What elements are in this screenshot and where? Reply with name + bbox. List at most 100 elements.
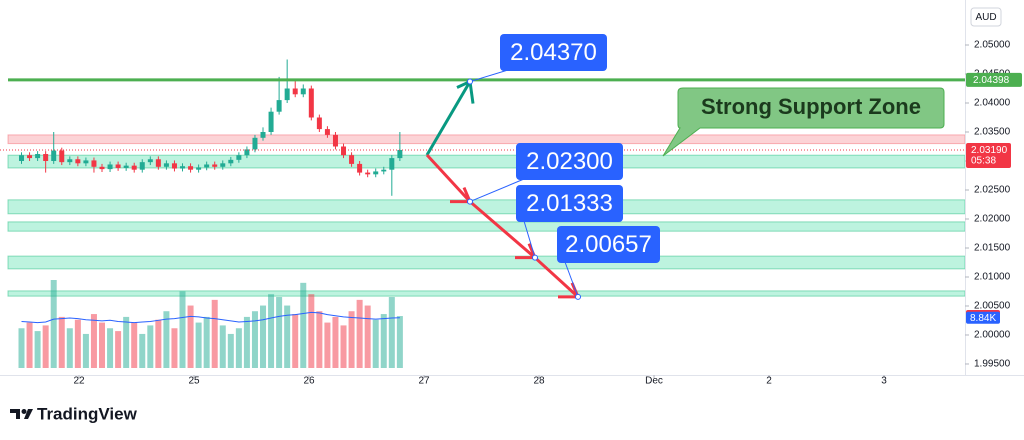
candle-body: [204, 164, 210, 168]
volume-bar: [372, 319, 379, 368]
volume-bar: [163, 311, 170, 368]
volume-bar: [187, 305, 194, 368]
candle-body: [27, 155, 33, 159]
candle-body: [83, 160, 89, 164]
volume-bar: [131, 322, 138, 368]
candle-body: [43, 154, 49, 161]
volume-bar: [115, 331, 122, 368]
support-zone: [7, 199, 966, 215]
candle-body: [196, 167, 202, 170]
volume-bar: [195, 322, 202, 368]
volume-bar: [42, 325, 49, 368]
countdown: 05:38: [971, 156, 996, 167]
x-tick-label: 3: [881, 376, 887, 387]
resistance-price-tag: [966, 72, 1022, 87]
volume-bar: [340, 325, 347, 368]
volume-bar: [251, 311, 258, 368]
candle-body: [373, 171, 379, 175]
candle-body: [67, 159, 73, 163]
x-tick-label: 26: [303, 376, 315, 387]
volume-bar: [90, 314, 97, 368]
candle-body: [171, 163, 177, 169]
volume-bar: [276, 297, 283, 368]
candle-body: [115, 164, 121, 168]
candle-body: [284, 88, 290, 101]
candle-body: [316, 117, 322, 130]
y-tick-label: 2.05000: [974, 40, 1011, 51]
candle-body: [260, 131, 266, 138]
volume-bar: [284, 305, 291, 368]
x-tick-label: 27: [418, 376, 430, 387]
volume-bar: [308, 294, 315, 368]
target-label: 2.01333: [526, 190, 613, 217]
target-tag: [500, 34, 607, 71]
candle-body: [163, 163, 169, 167]
x-tick-label: 22: [73, 376, 85, 387]
volume-bar: [123, 316, 130, 368]
volume-ma-label: 8.84K: [970, 313, 996, 324]
candle-body: [292, 88, 298, 95]
volume-bar: [219, 325, 226, 368]
volume-bar: [26, 322, 33, 368]
candle-body: [131, 165, 137, 170]
x-tick-label: 25: [188, 376, 200, 387]
volume-bar: [179, 291, 186, 368]
candle-body: [19, 155, 25, 161]
brand-logo: [10, 409, 33, 419]
y-tick-label: 2.02500: [974, 185, 1011, 196]
target-tag: [516, 143, 623, 180]
candle-body: [59, 150, 65, 163]
volume-bar: [380, 314, 387, 368]
volume-ma-tag: [966, 311, 1000, 324]
x-tick-label: Dec: [645, 376, 663, 387]
volume-ma: [21, 311, 400, 324]
candle-body: [308, 88, 314, 118]
candle-body: [365, 172, 371, 175]
currency-box[interactable]: [970, 7, 1002, 27]
candle-body: [244, 149, 250, 156]
down-arrow: [533, 256, 580, 298]
candle-body: [180, 166, 186, 169]
volume-bar: [155, 319, 162, 368]
target-leader: [469, 69, 509, 83]
candle-body: [236, 155, 242, 160]
volume-bar: [66, 328, 73, 368]
volume-bar: [316, 311, 323, 368]
candle-body: [341, 146, 347, 156]
candle-body: [107, 164, 113, 170]
candle-body: [147, 159, 153, 163]
volume-bar: [332, 316, 339, 368]
candle-body: [35, 154, 41, 159]
volume-bar: [34, 331, 41, 368]
volume-bar: [227, 333, 234, 368]
volume-bar: [171, 328, 178, 368]
volume-bar: [58, 316, 65, 368]
candle-body: [276, 100, 282, 112]
y-tick-label: 2.03500: [974, 127, 1011, 138]
candle-body: [381, 169, 387, 172]
volume-bar: [203, 316, 210, 368]
volume-bar: [356, 299, 363, 368]
candle-body: [188, 166, 194, 170]
candle-body: [139, 162, 145, 170]
volume-bar: [324, 322, 331, 368]
candle-body: [75, 159, 81, 164]
support-zone: [7, 290, 966, 297]
candle-body: [349, 155, 355, 164]
callout-box: [662, 87, 945, 157]
volume-bar: [243, 316, 250, 368]
candle-body: [324, 129, 330, 135]
volume-bar: [50, 280, 57, 368]
target-point: [575, 293, 581, 300]
brand: TradingView: [37, 404, 138, 423]
resistance-price-label: 2.04398: [973, 75, 1010, 86]
volume-bar: [139, 333, 146, 368]
volume-bar: [99, 322, 106, 368]
y-tick-label: 2.00500: [974, 301, 1011, 312]
target-label: 2.04370: [510, 39, 597, 66]
volume-bar: [396, 316, 403, 368]
candle-body: [397, 149, 403, 159]
support-zone: [7, 221, 966, 232]
candle-body: [252, 137, 258, 150]
